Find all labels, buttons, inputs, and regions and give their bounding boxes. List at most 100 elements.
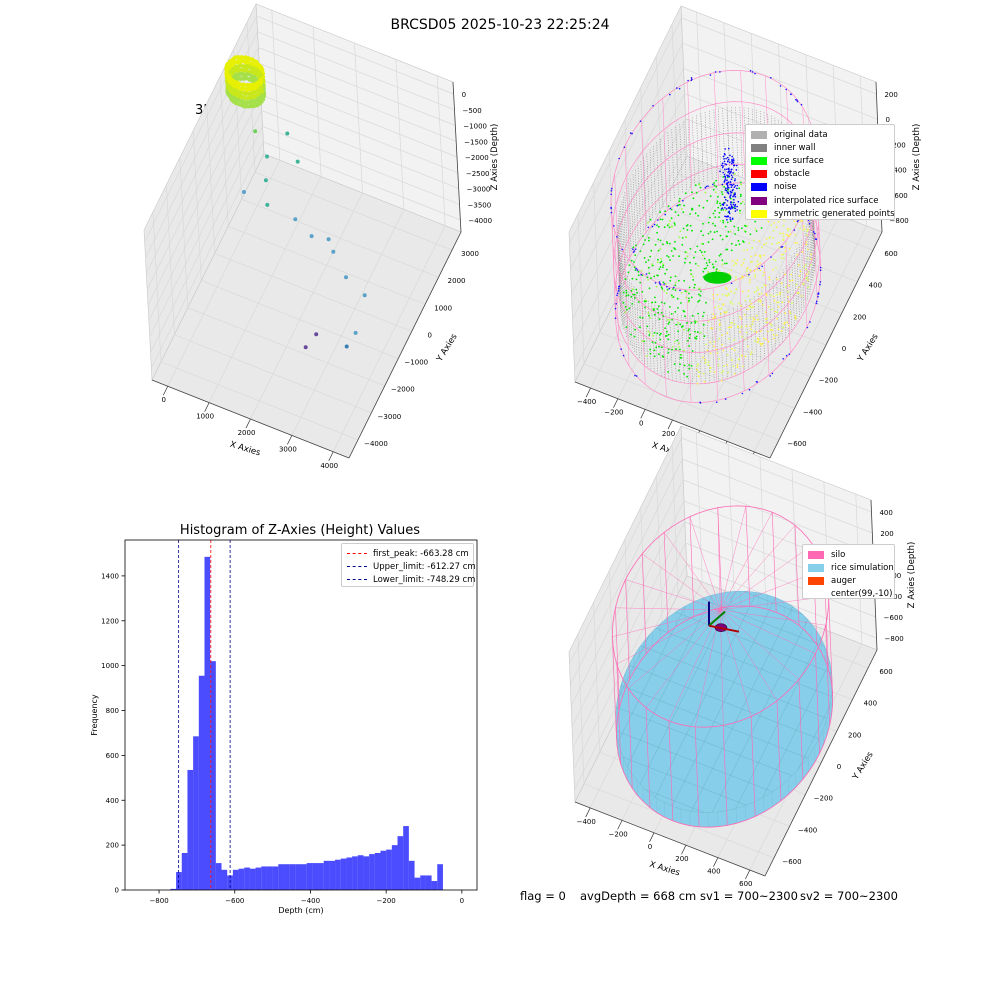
rice-simulation-side	[758, 592, 768, 610]
p1-z-gridline	[145, 47, 456, 274]
p4-x-tick	[649, 832, 655, 842]
p1-y-gridline	[166, 184, 372, 414]
p4-x-tick-label: 200	[675, 855, 688, 863]
panel4-legend: silo rice simulation auger center(99,-10)	[802, 544, 895, 599]
p4-x-tick-label: 0	[648, 843, 652, 851]
legend-entry: auger	[808, 574, 889, 587]
p4-y-tick-label: −400	[798, 826, 817, 834]
p4-z-axis-label: Z Axies (Depth)	[907, 542, 917, 609]
figure-title: BRCSD05 2025-10-23 22:25:24	[390, 17, 610, 33]
rice-simulation-side	[689, 810, 700, 828]
p1-z-gridline	[149, 110, 459, 337]
p4-x-tick	[617, 820, 623, 830]
p1-z-tick-label: −3500	[468, 201, 492, 209]
p1-cluster-point	[244, 67, 247, 71]
p4-y-axis-label: Y Axies	[850, 750, 876, 783]
p1-z-tick-label: 0	[462, 91, 466, 99]
p4-x-tick	[713, 857, 719, 867]
p1-x-tick-label: 4000	[320, 462, 338, 470]
status-sv2: sv2 = 700~2300	[800, 889, 898, 903]
p1-z-tick-label: −1500	[464, 138, 488, 146]
p1-x-gridline	[250, 42, 363, 420]
p1-y-gridline	[192, 130, 399, 359]
rice-simulation-side	[717, 810, 728, 827]
p1-y-tick-label: 1000	[434, 304, 452, 312]
p1-z-tick-label: −2500	[466, 170, 490, 178]
legend-entry: rice simulation	[808, 561, 894, 574]
p1-dense-cluster	[224, 55, 267, 109]
p4-x-tick-label: −400	[577, 818, 596, 826]
p4-y-tick-label: 200	[848, 731, 861, 739]
p4-z-tick-label: 400	[879, 509, 892, 517]
p1-y-gridline	[179, 157, 385, 387]
p1-x-gridline	[291, 59, 405, 436]
p1-x-gridline	[332, 75, 446, 452]
p1-x-axis-line	[151, 379, 350, 459]
p1-y-tick-label: 2000	[448, 277, 466, 285]
p1-z-axis-line	[452, 81, 462, 233]
p4-z-tick-label: −800	[885, 635, 904, 643]
rice-simulation-side	[680, 808, 691, 826]
legend-swatch	[808, 563, 824, 572]
p4-y-tick-label: 0	[837, 763, 841, 771]
p4-y-tick-label: −600	[782, 858, 801, 866]
rice-simulation-side	[698, 812, 709, 828]
p1-y-tick-label: −3000	[378, 413, 402, 421]
p1-z-gridline	[150, 125, 460, 353]
p1-y-gridline	[206, 103, 412, 332]
p1-z-tick-label: −3000	[467, 186, 491, 194]
p4-x-tick	[585, 807, 591, 818]
p4-y-tick-label: −200	[814, 795, 833, 803]
p1-y-gridline	[152, 211, 359, 441]
status-avg-depth: avgDepth = 668 cm	[580, 889, 697, 903]
p4-y-tick-label: 400	[864, 700, 877, 708]
legend-swatch	[808, 550, 824, 559]
legend-entry: silo	[808, 548, 889, 561]
p1-x-gridline	[208, 26, 322, 403]
p1-y-tick-label: −2000	[391, 386, 415, 394]
rice-simulation-side	[707, 811, 718, 828]
p4-y-tick-label: 600	[879, 668, 892, 676]
p1-y-tick-label: −4000	[364, 440, 388, 448]
p1-x-tick	[328, 451, 334, 461]
p1-z-gridline	[144, 15, 454, 243]
p1-z-tick-label: −500	[462, 107, 481, 115]
p1-x-tick	[204, 402, 210, 412]
legend-swatch	[808, 576, 824, 585]
legend-label: center(99,-10)	[831, 589, 893, 600]
p4-x-tick-label: 600	[739, 880, 752, 888]
p1-x-tick-label: 1000	[196, 413, 214, 421]
p1-z-tick-label: −4000	[468, 217, 492, 225]
p1-y-tick-label: 0	[427, 331, 431, 339]
legend-label: auger	[831, 575, 856, 586]
p4-x-tick	[745, 869, 751, 880]
status-flag: flag = 0	[520, 889, 566, 903]
p1-z-gridline	[145, 31, 455, 258]
p1-y-gridline	[219, 76, 426, 305]
p4-x-tick	[681, 845, 687, 855]
p1-z-axis-label: Z Axies (Depth)	[490, 124, 500, 191]
p4-x-tick-label: 400	[707, 868, 720, 876]
p1-y-tick-label: −1000	[404, 359, 428, 367]
legend-swatch	[808, 590, 824, 598]
p1-x-tick	[162, 386, 169, 396]
p1-z-gridline	[151, 141, 461, 369]
status-sv1: sv1 = 700~2300	[700, 889, 798, 903]
p4-z-tick-label: −600	[884, 614, 903, 622]
rice-simulation-side	[726, 808, 737, 826]
legend-entry: center(99,-10)	[808, 588, 893, 601]
p4-x-tick-label: −200	[609, 830, 628, 838]
p1-x-tick-label: 2000	[238, 429, 256, 437]
p1-z-tick-label: −1000	[463, 123, 487, 131]
p1-y-tick-label: 3000	[461, 250, 479, 258]
legend-label: rice simulation	[831, 562, 894, 573]
p1-x-tick	[287, 435, 293, 445]
p1-x-tick	[245, 418, 251, 429]
p1-x-tick-label: 0	[162, 396, 166, 404]
legend-label: silo	[831, 549, 846, 560]
p1-x-tick-label: 3000	[279, 445, 297, 453]
p4-z-tick-label: 200	[880, 530, 893, 538]
p1-z-tick-label: −2000	[465, 154, 489, 162]
